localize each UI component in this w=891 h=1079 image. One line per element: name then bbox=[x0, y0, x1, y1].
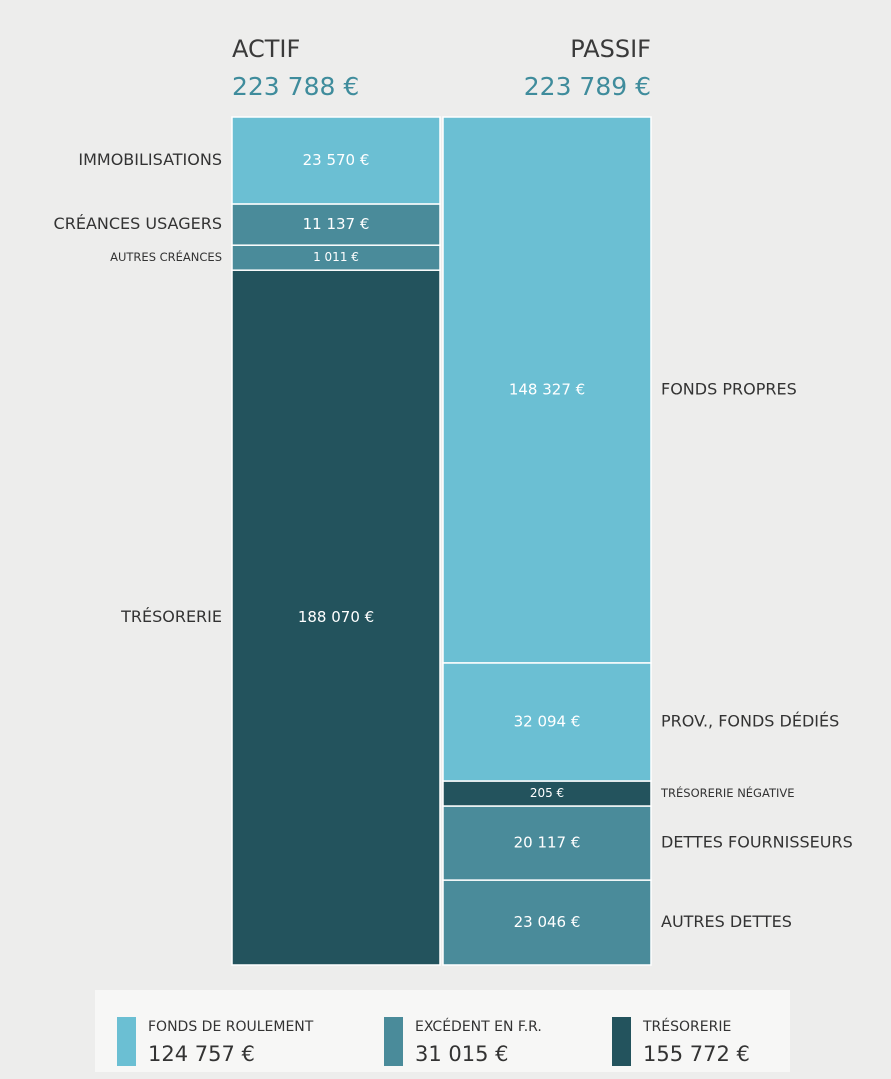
column-total: 223 789 € bbox=[524, 72, 651, 101]
segment-label: AUTRES CRÉANCES bbox=[110, 249, 222, 264]
legend-swatch bbox=[117, 1017, 136, 1066]
segment bbox=[231, 203, 441, 246]
segment-value: 23 570 € bbox=[303, 151, 370, 169]
legend-box bbox=[95, 990, 790, 1072]
legend-value: 155 772 € bbox=[643, 1042, 750, 1066]
legend-value: 31 015 € bbox=[415, 1042, 509, 1066]
segment bbox=[231, 269, 441, 966]
segment-label: TRÉSORERIE bbox=[120, 607, 222, 626]
segment-value: 11 137 € bbox=[303, 215, 370, 233]
legend-swatch bbox=[612, 1017, 631, 1066]
segment bbox=[442, 805, 652, 881]
segment-label: IMMOBILISATIONS bbox=[78, 150, 222, 169]
segment-value: 23 046 € bbox=[514, 913, 581, 931]
segment-value: 1 011 € bbox=[313, 250, 359, 264]
segment-value: 205 € bbox=[530, 786, 564, 800]
legend-value: 124 757 € bbox=[148, 1042, 255, 1066]
legend-name: TRÉSORERIE bbox=[642, 1018, 731, 1035]
segment-label: AUTRES DETTES bbox=[661, 912, 792, 931]
column-title: PASSIF bbox=[570, 35, 651, 63]
segment-label: CRÉANCES USAGERS bbox=[54, 214, 222, 233]
segment bbox=[442, 879, 652, 966]
segment-label: FONDS PROPRES bbox=[661, 379, 797, 398]
segment-label: DETTES FOURNISSEURS bbox=[661, 833, 853, 852]
column-title: ACTIF bbox=[232, 35, 300, 63]
segment bbox=[231, 116, 441, 205]
segment bbox=[231, 244, 441, 271]
column-total: 223 788 € bbox=[232, 72, 359, 101]
legend-name: FONDS DE ROULEMENT bbox=[148, 1019, 314, 1035]
legend-name: EXCÉDENT EN F.R. bbox=[415, 1018, 542, 1035]
legend-swatch bbox=[384, 1017, 403, 1066]
segment-value: 20 117 € bbox=[514, 834, 581, 852]
segment-value: 32 094 € bbox=[514, 713, 581, 731]
segment-value: 188 070 € bbox=[298, 608, 374, 626]
segment-label: PROV., FONDS DÉDIÉS bbox=[661, 712, 839, 731]
segment-value: 148 327 € bbox=[509, 380, 585, 398]
segment-label: TRÉSORERIE NÉGATIVE bbox=[660, 785, 795, 800]
segment bbox=[442, 780, 652, 807]
